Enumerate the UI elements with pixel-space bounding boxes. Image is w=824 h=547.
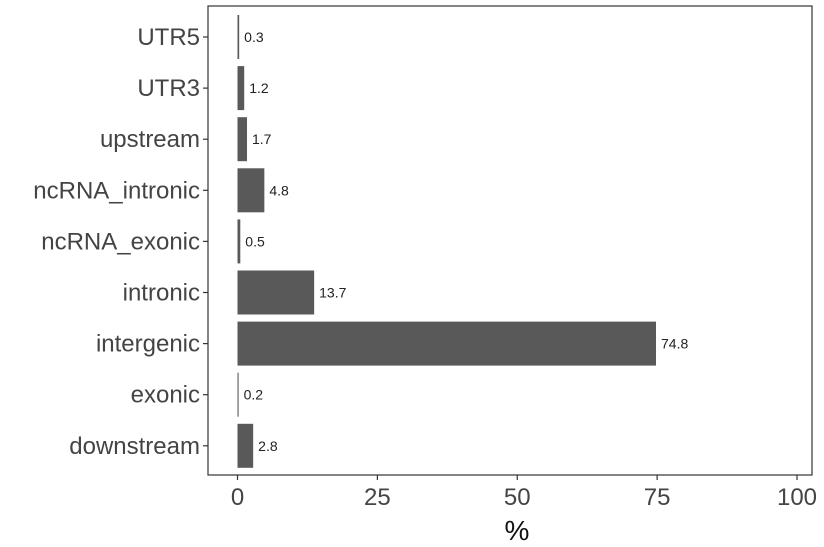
x-tick-label-75: 75: [644, 484, 671, 511]
category-label-utr5: UTR5: [137, 24, 200, 51]
plot-panel-border: [207, 5, 813, 476]
bar-ncrna-exonic: [237, 219, 241, 264]
category-axis: UTR5 UTR3 upstream ncRNA_intronic ncRNA_exon…: [33, 24, 208, 460]
category-label-intergenic: intergenic: [96, 331, 200, 358]
bar-utr3: [237, 66, 245, 111]
value-label-exonic: 0.2: [244, 387, 264, 403]
value-label-intergenic: 74.8: [661, 336, 688, 352]
value-label-downstream: 2.8: [258, 438, 278, 454]
x-tick-label-25: 25: [364, 484, 391, 511]
bar-utr5: [237, 15, 240, 59]
bar-downstream: [237, 423, 254, 468]
bar-upstream: [237, 117, 248, 162]
category-label-exonic: exonic: [131, 382, 200, 409]
value-label-utr3: 1.2: [249, 80, 269, 96]
bar-exonic: [237, 372, 239, 417]
x-tick-label-0: 0: [231, 484, 244, 511]
bar-intronic: [237, 270, 315, 315]
value-label-upstream: 1.7: [252, 131, 272, 147]
category-label-intronic: intronic: [123, 280, 200, 307]
x-tick-label-50: 50: [504, 484, 531, 511]
value-label-ncrna-exonic: 0.5: [245, 233, 265, 249]
category-label-ncrna-intronic: ncRNA_intronic: [33, 177, 200, 204]
value-label-intronic: 13.7: [319, 285, 346, 301]
x-axis-title: %: [505, 515, 530, 546]
bar-ncrna-intronic: [237, 168, 265, 213]
value-axis: 0 25 50 75 100: [231, 475, 817, 511]
category-label-downstream: downstream: [69, 433, 200, 460]
value-label-ncrna-intronic: 4.8: [269, 182, 289, 198]
bars-layer: 0.3 1.2 1.7 4.8 0.5 13.7 74.8 0.2 2.8: [237, 15, 688, 468]
bar-intergenic: [237, 321, 657, 366]
category-label-utr3: UTR3: [137, 75, 200, 102]
category-label-upstream: upstream: [100, 126, 200, 153]
value-label-utr5: 0.3: [244, 29, 264, 45]
x-tick-label-100: 100: [777, 484, 817, 511]
category-label-ncrna-exonic: ncRNA_exonic: [41, 228, 200, 255]
